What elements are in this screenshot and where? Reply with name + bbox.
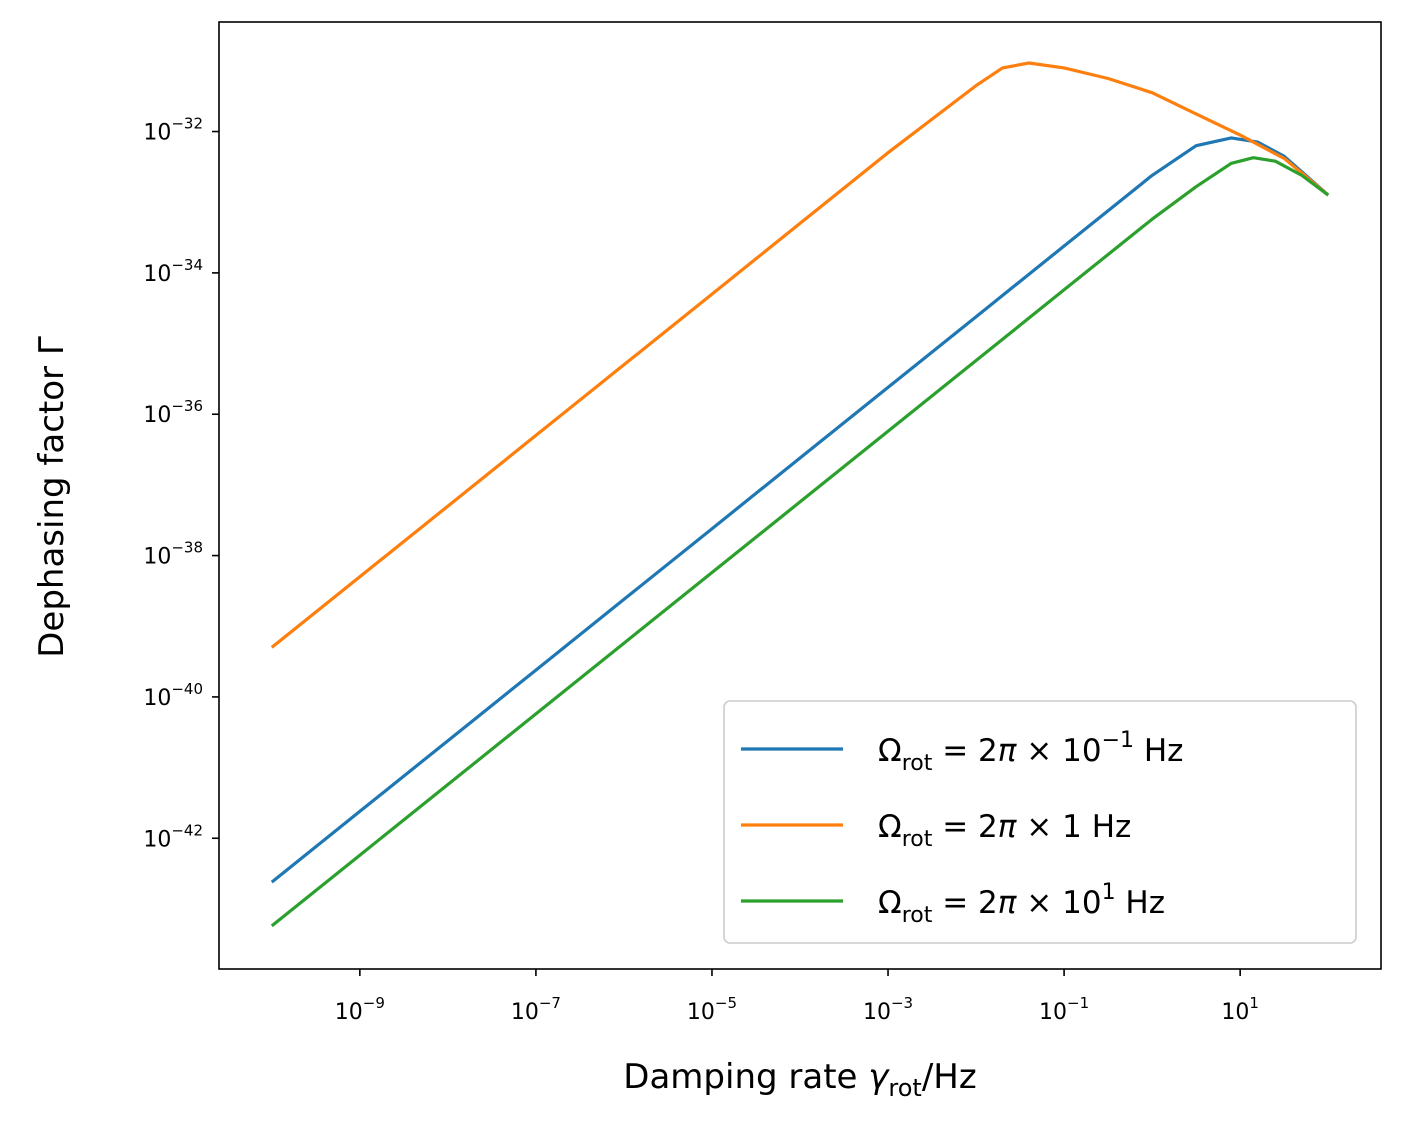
- x-tick-label-3: 10−5: [687, 994, 737, 1025]
- y-axis-label: Dephasing factor Γ: [32, 336, 72, 658]
- legend-label-1: Ωrot = 2π × 10−1 Hz: [878, 728, 1183, 776]
- legend-box: [723, 700, 1357, 944]
- y-axis-ticks: 10−42 10−40 10−38 10−36 10−34 10−32: [143, 115, 219, 852]
- x-tick-label-5: 10−1: [1039, 994, 1089, 1025]
- x-axis-label: Damping rate γrot/Hz: [623, 1057, 976, 1102]
- plot-frame: [218, 21, 1382, 970]
- x-tick-label-1: 10−9: [335, 994, 385, 1025]
- y-tick-label-4: 10−36: [143, 397, 203, 428]
- series-line-2: [270, 61, 1330, 649]
- series-layer: [270, 61, 1330, 928]
- y-tick-label-3: 10−38: [143, 539, 203, 570]
- legend: Ωrot = 2π × 10−1 Hz Ωrot = 2π × 1 Hz Ωrot …: [723, 700, 1357, 944]
- legend-label-3: Ωrot = 2π × 101 Hz: [878, 880, 1165, 928]
- y-tick-label-5: 10−34: [143, 256, 203, 287]
- x-tick-label-2: 10−7: [511, 994, 561, 1025]
- y-tick-label-6: 10−32: [143, 115, 203, 146]
- y-tick-label-1: 10−42: [143, 821, 203, 852]
- series-line-1: [270, 136, 1330, 884]
- x-axis-ticks: 10−9 10−7 10−5 10−3 10−1 101: [335, 969, 1259, 1025]
- x-tick-label-6: 101: [1221, 994, 1259, 1025]
- y-tick-label-2: 10−40: [143, 680, 203, 711]
- series-line-3: [270, 156, 1330, 928]
- legend-label-2: Ωrot = 2π × 1 Hz: [878, 809, 1131, 852]
- x-tick-label-4: 10−3: [863, 994, 913, 1025]
